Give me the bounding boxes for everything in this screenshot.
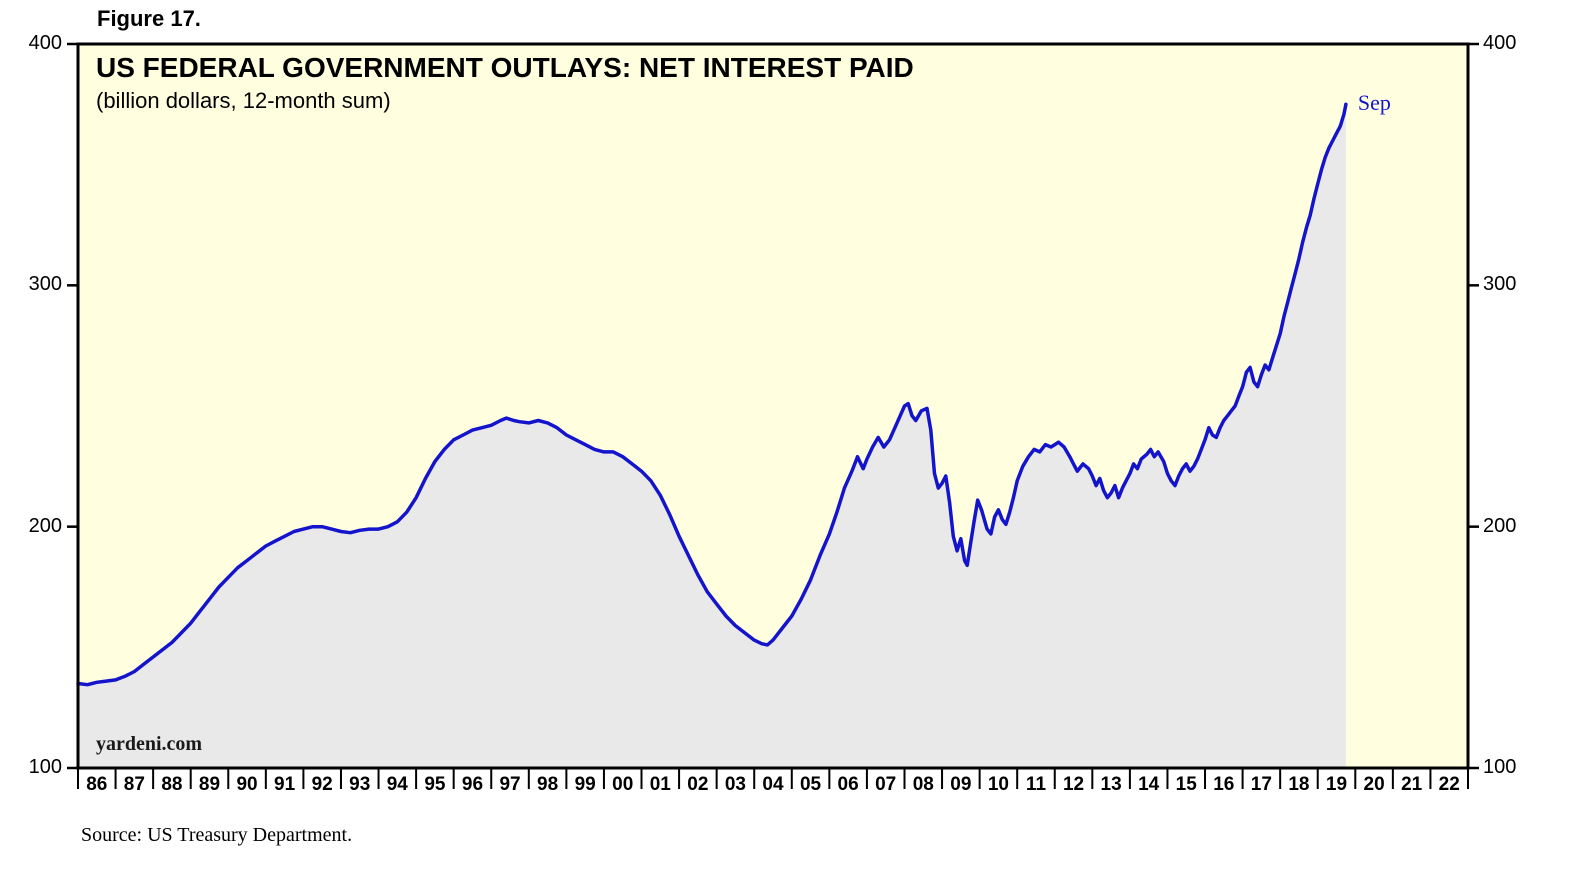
x-axis-label: 91 xyxy=(274,774,296,795)
x-axis-label: 95 xyxy=(424,774,446,795)
x-axis-label: 93 xyxy=(349,774,371,795)
x-axis-label: 99 xyxy=(574,774,596,795)
x-axis-label: 01 xyxy=(649,774,671,795)
x-axis-label: 02 xyxy=(687,774,709,795)
x-axis-label: 16 xyxy=(1213,774,1235,795)
chart-title: US FEDERAL GOVERNMENT OUTLAYS: NET INTER… xyxy=(96,52,914,83)
x-axis-label: 18 xyxy=(1288,774,1310,795)
x-axis-label: 12 xyxy=(1062,774,1085,795)
end-point-label: Sep xyxy=(1357,90,1391,116)
x-axis-label: 07 xyxy=(875,774,897,795)
chart-subtitle: (billion dollars, 12-month sum) xyxy=(96,88,391,113)
x-axis-label: 87 xyxy=(123,774,145,795)
x-axis-label: 88 xyxy=(161,774,183,795)
series-line xyxy=(76,102,1348,687)
x-axis-label: 00 xyxy=(612,774,634,795)
x-axis-label: 15 xyxy=(1175,774,1197,795)
x-axis-label: 22 xyxy=(1438,774,1460,795)
x-axis-label: 86 xyxy=(86,774,108,795)
x-axis-label: 98 xyxy=(537,774,559,795)
x-axis-label: 96 xyxy=(461,774,484,795)
x-axis-label: 05 xyxy=(799,774,822,795)
x-axis-label: 14 xyxy=(1138,774,1160,795)
x-axis-label: 11 xyxy=(1025,774,1047,795)
y-axis-label-left: 300 xyxy=(28,273,62,296)
x-axis-label: 20 xyxy=(1363,774,1385,795)
y-axis-label-right: 300 xyxy=(1483,273,1517,296)
y-axis-label-right: 100 xyxy=(1483,756,1517,778)
figure-number-label: Figure 17. xyxy=(97,6,201,31)
x-axis-label: 06 xyxy=(837,774,859,795)
source-note: Source: US Treasury Department. xyxy=(81,824,353,846)
x-axis-label: 08 xyxy=(912,774,934,795)
plot-border xyxy=(76,42,1470,770)
x-axis-label: 90 xyxy=(236,774,258,795)
x-axis-label: 89 xyxy=(198,774,221,795)
x-axis-label: 10 xyxy=(987,774,1009,795)
x-axis-label: 21 xyxy=(1401,774,1423,795)
y-axis-label-left: 100 xyxy=(28,756,62,778)
x-axis-label: 17 xyxy=(1250,774,1272,795)
x-axis-label: 97 xyxy=(499,774,521,795)
x-axis-label: 92 xyxy=(311,774,333,795)
area-under-line xyxy=(78,104,1346,769)
x-axis-label: 03 xyxy=(724,774,746,795)
y-axis-label-right: 400 xyxy=(1483,32,1517,54)
x-axis-label: 04 xyxy=(762,774,784,795)
x-axis-label: 13 xyxy=(1100,774,1122,795)
y-axis-label-left: 400 xyxy=(28,32,62,54)
y-axis-label-right: 200 xyxy=(1483,514,1517,537)
x-axis-label: 19 xyxy=(1325,774,1348,795)
x-axis-label: 09 xyxy=(950,774,972,795)
watermark-yardeni: yardeni.com xyxy=(96,733,203,755)
x-axis-label: 94 xyxy=(386,774,408,795)
y-axis-label-left: 200 xyxy=(28,514,62,537)
